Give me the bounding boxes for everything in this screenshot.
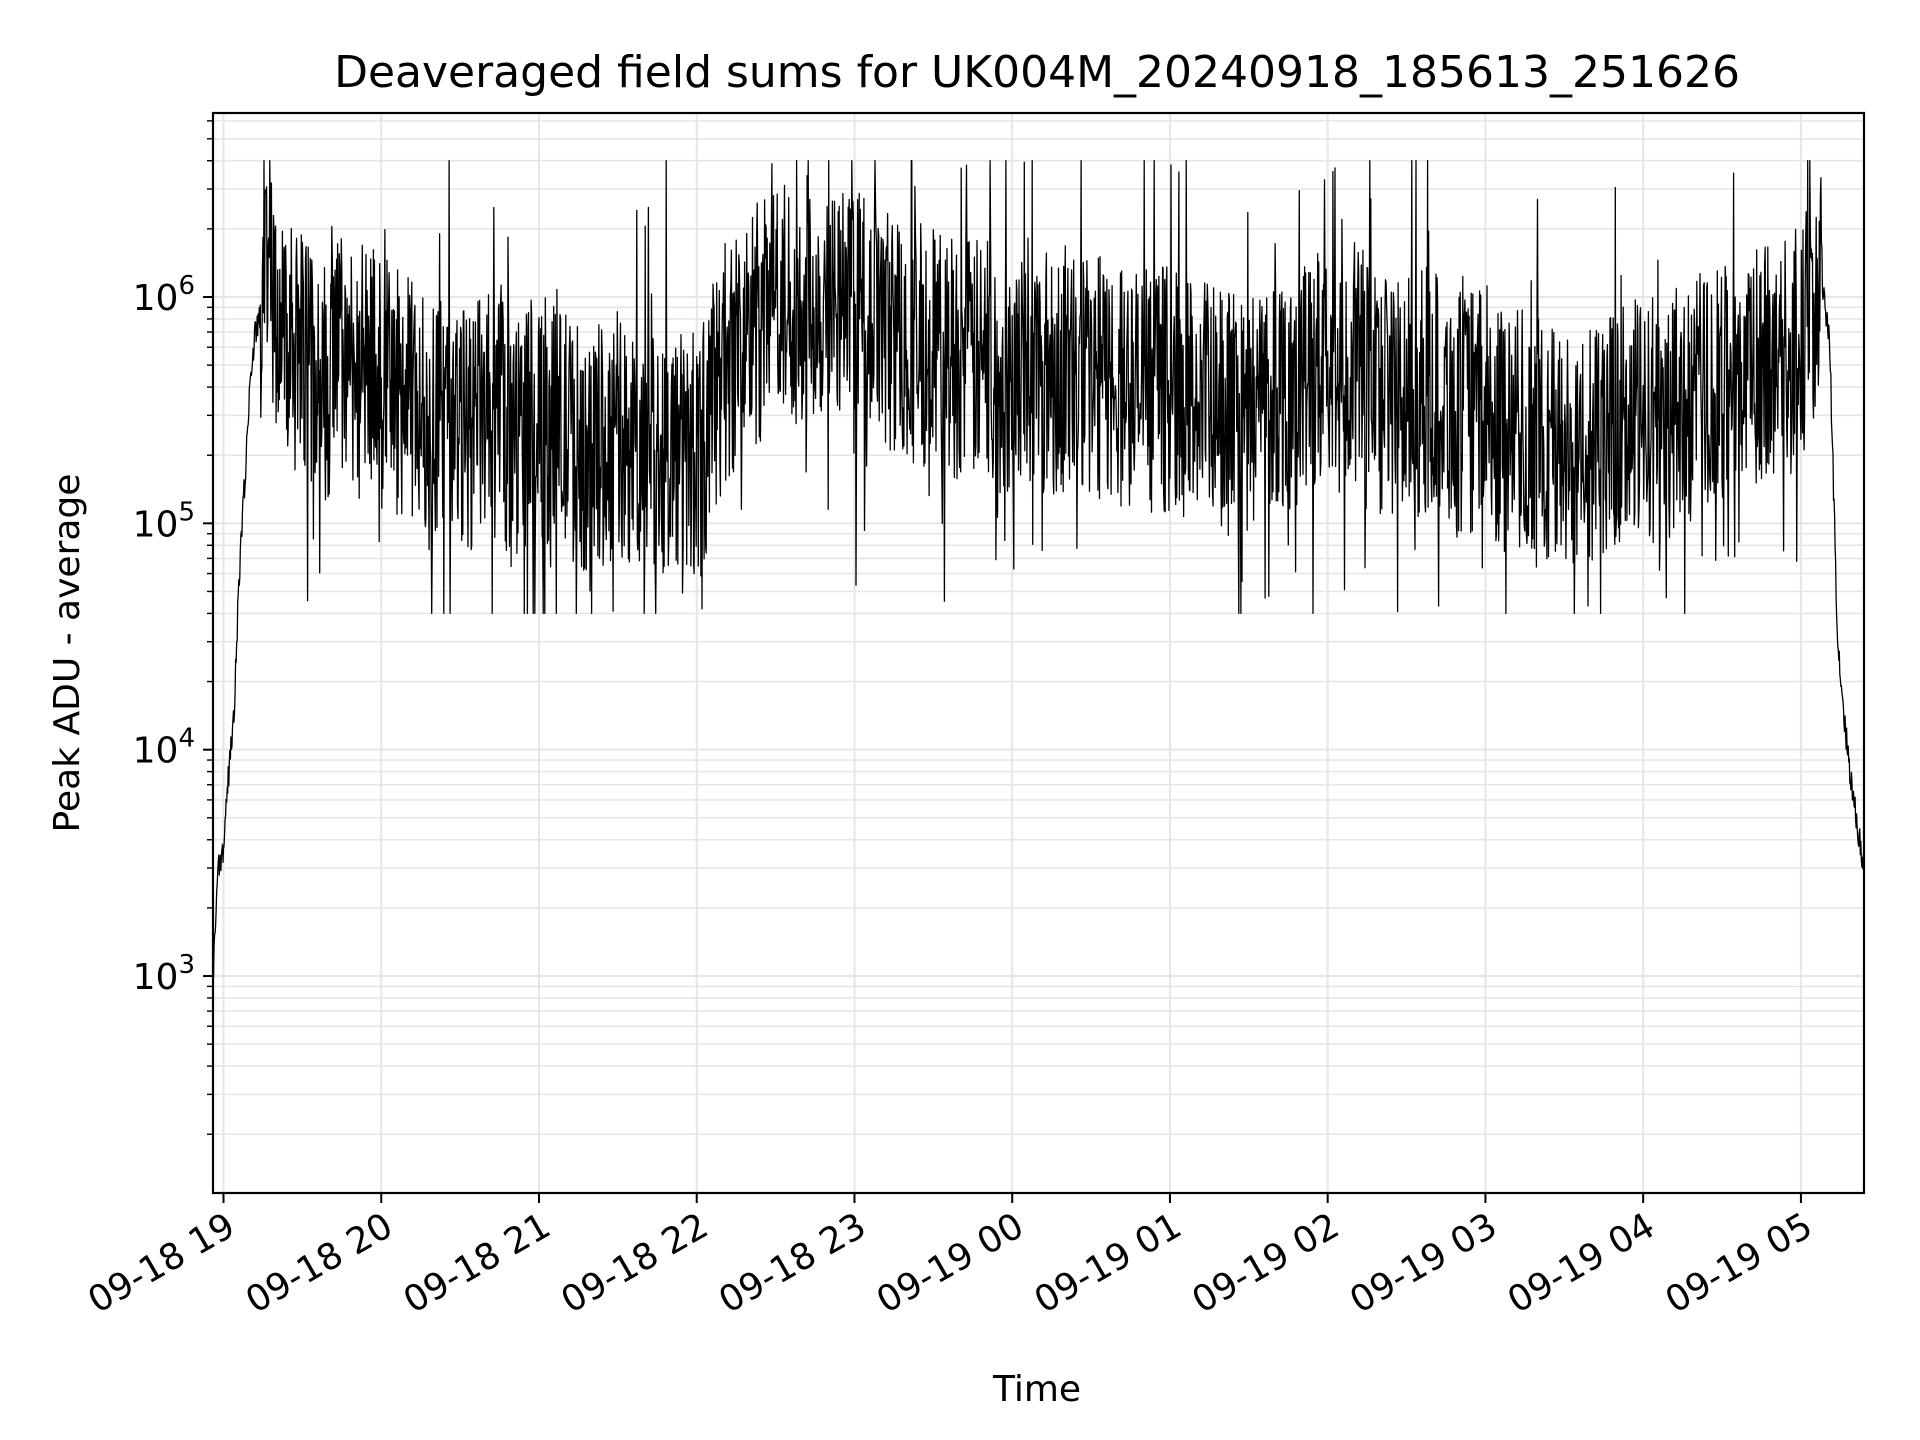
y-tick-label: 106	[133, 271, 195, 319]
grid	[213, 113, 1864, 1193]
y-tick-label: 103	[133, 950, 195, 998]
series-line	[212, 160, 1865, 979]
axes-frame	[211, 111, 1866, 1195]
y-tick-label: 105	[133, 497, 195, 545]
y-axis-label: Peak ADU - average	[47, 474, 88, 833]
chart-title: Deaveraged field sums for UK004M_2024091…	[334, 47, 1740, 98]
plot-area	[212, 160, 1865, 979]
x-axis-label: Time	[992, 1369, 1081, 1410]
y-tick-label: 104	[133, 724, 195, 772]
